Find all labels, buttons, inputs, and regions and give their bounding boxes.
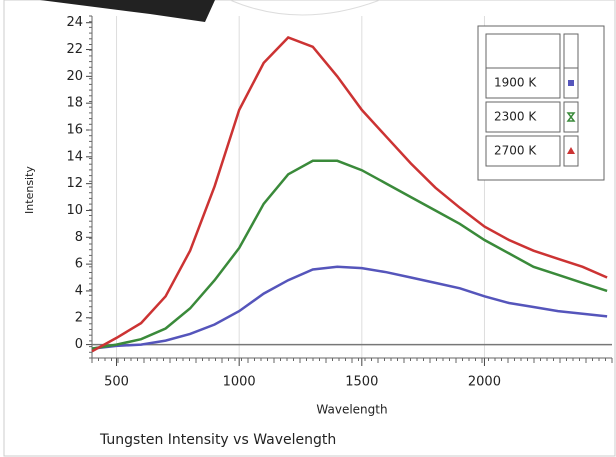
y-axis-label: Intensity [23,166,36,214]
y-tick-label: 12 [66,176,83,191]
y-tick-label: 14 [66,149,83,164]
legend-label: 2300 K [494,110,537,124]
y-tick-label: 0 [75,337,83,352]
y-tick-label: 18 [66,96,83,111]
y-tick-label: 2 [75,310,83,325]
y-tick-label: 24 [66,15,83,30]
x-tick-label: 2000 [468,375,501,390]
x-axis-label: Wavelength [316,403,387,417]
legend-marker [566,112,576,122]
legend-cell [485,33,561,69]
chart-title: Tungsten Intensity vs Wavelength [99,432,336,448]
y-tick-label: 4 [75,283,83,298]
x-tick-label: 1000 [223,375,256,390]
x-tick-label: 1500 [345,375,378,390]
legend-cell [485,135,561,167]
x-tick-label: 500 [104,375,129,390]
y-tick-label: 8 [75,230,83,245]
y-tick-label: 6 [75,257,83,272]
legend-cell [485,67,561,99]
y-tick-label: 16 [66,123,83,138]
legend-cell [485,101,561,133]
series-line [91,265,608,350]
legend: 1900 K 2300 K 2700 K [477,25,605,181]
series-line [91,159,608,350]
legend-label: 1900 K [494,76,537,90]
y-tick-label: 10 [66,203,83,218]
legend-marker [568,80,574,86]
y-tick-label: 20 [66,69,83,84]
legend-cell [563,33,579,69]
y-tick-label: 22 [66,42,83,57]
legend-marker [567,147,575,154]
photo-fragment [229,0,381,16]
legend-label: 2700 K [494,144,537,158]
series-line [91,36,608,353]
photo-fragment [40,0,215,22]
